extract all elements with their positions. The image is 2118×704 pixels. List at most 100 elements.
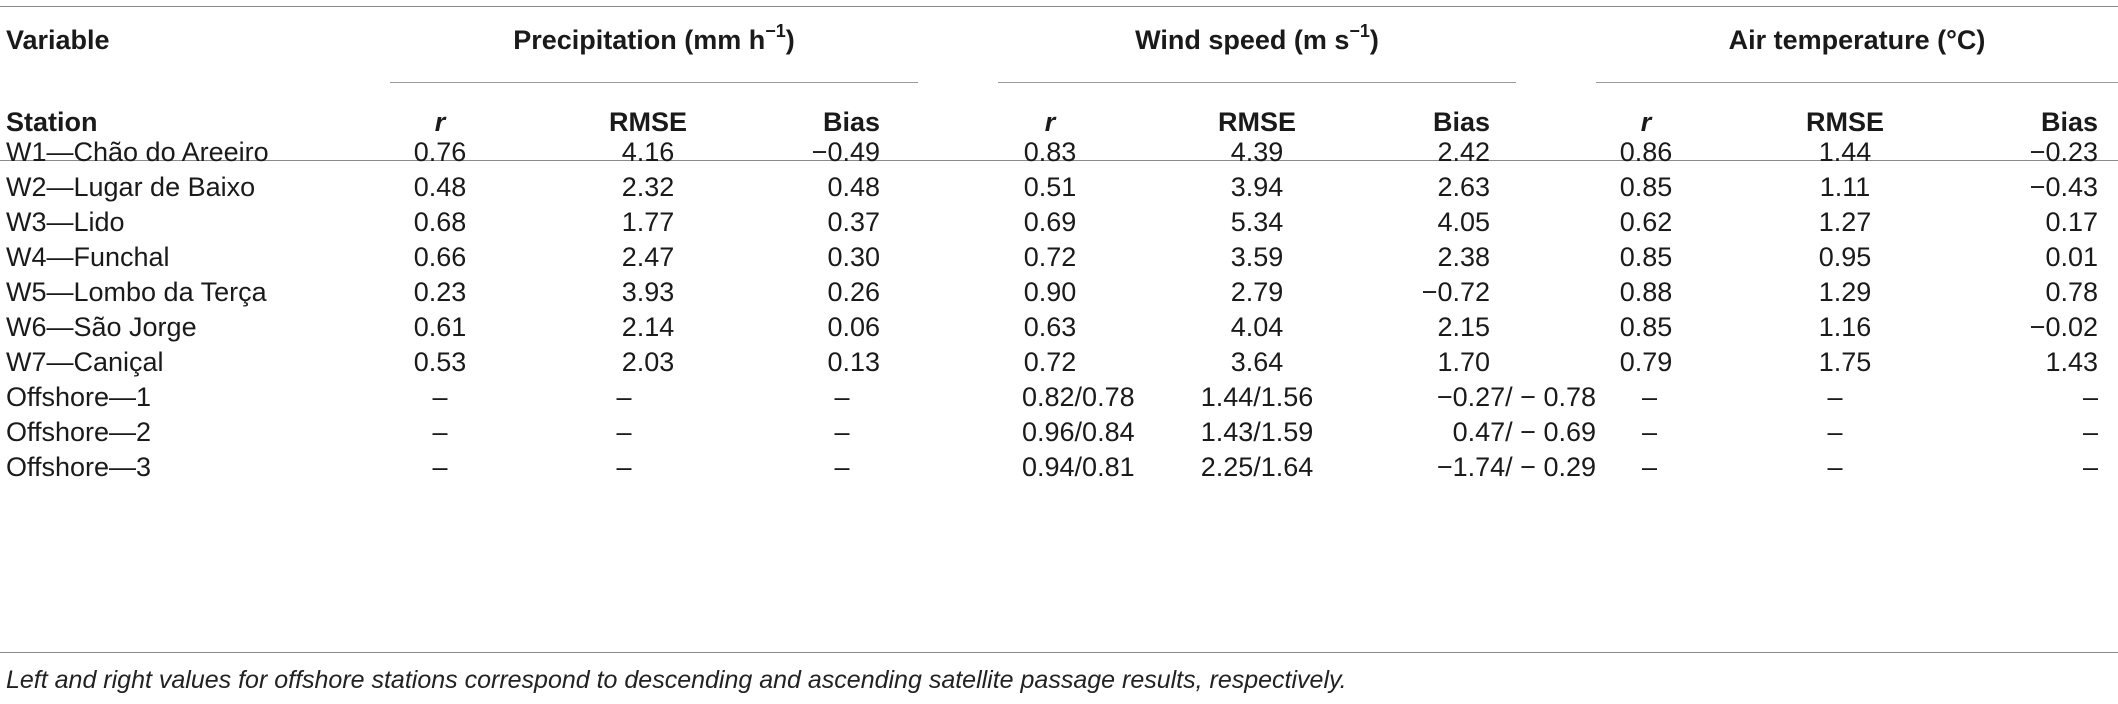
table-cell: 1.75 bbox=[1818, 347, 1872, 377]
table-cell: 2.32 bbox=[621, 172, 675, 202]
group-underline-temperature bbox=[1596, 82, 2118, 83]
table-cell: 4.05 bbox=[1437, 207, 1490, 237]
table-cell: −0.49 bbox=[811, 137, 880, 167]
table-cell: 0.85 bbox=[1619, 312, 1673, 342]
table-cell: 3.94 bbox=[1230, 172, 1284, 202]
table-cell: −0.27/ − 0.78 bbox=[1436, 382, 1596, 412]
table-cell: 2.25/1.64 bbox=[1200, 452, 1314, 482]
table-cell: 4.04 bbox=[1230, 312, 1284, 342]
table-cell: – bbox=[834, 382, 850, 412]
table-cell: 1.43/1.59 bbox=[1200, 417, 1314, 447]
subheader-rmse: RMSE bbox=[1805, 107, 1885, 137]
table-cell: – bbox=[1827, 382, 1843, 412]
table-cell: – bbox=[1642, 417, 1658, 447]
table-cell: 0.23 bbox=[413, 277, 467, 307]
table-cell: 0.76 bbox=[413, 137, 467, 167]
table-cell: 0.72 bbox=[1023, 347, 1077, 377]
table-cell: 5.34 bbox=[1230, 207, 1284, 237]
table-cell: 0.68 bbox=[413, 207, 467, 237]
table-cell: 1.11 bbox=[1819, 172, 1871, 202]
variable-header: Variable bbox=[6, 25, 110, 55]
station-name: W6—São Jorge bbox=[6, 312, 197, 342]
table-cell: −0.23 bbox=[2029, 137, 2098, 167]
top-rule bbox=[0, 6, 2118, 7]
station-name: W7—Caniçal bbox=[6, 347, 164, 377]
subheader-rmse: RMSE bbox=[608, 107, 688, 137]
subheader-r: r bbox=[434, 107, 446, 137]
table-cell: – bbox=[2082, 417, 2098, 447]
table-cell: 0.48 bbox=[413, 172, 467, 202]
table-cell: 0.83 bbox=[1023, 137, 1077, 167]
table-cell: 0.94/0.81 bbox=[1022, 452, 1135, 482]
table-cell: 4.16 bbox=[621, 137, 675, 167]
table-cell: 1.16 bbox=[1818, 312, 1872, 342]
table-cell: 0.88 bbox=[1619, 277, 1673, 307]
table-cell: – bbox=[2082, 452, 2098, 482]
table-cell: 0.61 bbox=[413, 312, 467, 342]
table-cell: 4.39 bbox=[1230, 137, 1284, 167]
footnote: Left and right values for offshore stati… bbox=[6, 666, 1347, 694]
station-header: Station bbox=[6, 107, 98, 137]
table-cell: 1.43 bbox=[2045, 347, 2098, 377]
table-cell: – bbox=[616, 452, 632, 482]
table-cell: – bbox=[432, 382, 448, 412]
table-cell: – bbox=[1827, 452, 1843, 482]
table-cell: – bbox=[616, 382, 632, 412]
group-underline-precipitation bbox=[390, 82, 918, 83]
table-cell: 0.06 bbox=[827, 312, 880, 342]
table-cell: −1.74/ − 0.29 bbox=[1436, 452, 1596, 482]
precipitation-header: Precipitation (mm h−1) bbox=[513, 21, 795, 55]
table-cell: −0.43 bbox=[2029, 172, 2098, 202]
table-cell: – bbox=[1642, 452, 1658, 482]
table-cell: 0.85 bbox=[1619, 172, 1673, 202]
table-cell: 0.30 bbox=[827, 242, 880, 272]
table-cell: 0.82/0.78 bbox=[1022, 382, 1135, 412]
table-cell: 1.29 bbox=[1818, 277, 1872, 307]
table-cell: 1.77 bbox=[621, 207, 675, 237]
station-name: W1—Chão do Areeiro bbox=[6, 137, 269, 167]
air-temperature-header: Air temperature (°C) bbox=[1728, 25, 1986, 55]
table-cell: 1.27 bbox=[1818, 207, 1872, 237]
subheader-r: r bbox=[1044, 107, 1056, 137]
station-name: W4—Funchal bbox=[6, 242, 170, 272]
table-cell: 0.47/ − 0.69 bbox=[1452, 417, 1596, 447]
table-cell: 0.48 bbox=[827, 172, 880, 202]
table-cell: 2.38 bbox=[1437, 242, 1490, 272]
table-cell: 0.69 bbox=[1023, 207, 1077, 237]
table-cell: −0.72 bbox=[1421, 277, 1490, 307]
table-cell: 0.17 bbox=[2045, 207, 2098, 237]
table-cell: 0.95 bbox=[1818, 242, 1872, 272]
table-cell: 0.86 bbox=[1619, 137, 1673, 167]
subheader-bias: Bias bbox=[1432, 107, 1490, 137]
subheader-r: r bbox=[1640, 107, 1652, 137]
table-cell: 3.59 bbox=[1230, 242, 1284, 272]
table-cell: 3.64 bbox=[1230, 347, 1284, 377]
table-cell: 0.37 bbox=[827, 207, 880, 237]
table-cell: 0.79 bbox=[1619, 347, 1673, 377]
station-name: Offshore—1 bbox=[6, 382, 152, 412]
table-cell: 0.66 bbox=[413, 242, 467, 272]
header-rule bbox=[0, 160, 2118, 161]
table-cell: – bbox=[834, 452, 850, 482]
station-name: W3—Lido bbox=[6, 207, 125, 237]
table-cell: 2.42 bbox=[1437, 137, 1490, 167]
bottom-rule bbox=[0, 652, 2118, 653]
table-cell: 2.63 bbox=[1437, 172, 1490, 202]
subheader-rmse: RMSE bbox=[1217, 107, 1297, 137]
table-cell: 0.26 bbox=[827, 277, 880, 307]
table-cell: – bbox=[834, 417, 850, 447]
table-cell: 1.44 bbox=[1818, 137, 1872, 167]
subheader-bias: Bias bbox=[822, 107, 880, 137]
subheader-bias: Bias bbox=[2040, 107, 2098, 137]
station-name: Offshore—3 bbox=[6, 452, 152, 482]
table-cell: – bbox=[616, 417, 632, 447]
station-name: W2—Lugar de Baixo bbox=[6, 172, 256, 202]
table-cell: 2.15 bbox=[1437, 312, 1490, 342]
table-cell: 0.85 bbox=[1619, 242, 1673, 272]
table-cell: 2.47 bbox=[621, 242, 675, 272]
station-name: Offshore—2 bbox=[6, 417, 152, 447]
table-cell: 0.96/0.84 bbox=[1022, 417, 1135, 447]
table-cell: – bbox=[2082, 382, 2098, 412]
table-cell: 0.90 bbox=[1023, 277, 1077, 307]
